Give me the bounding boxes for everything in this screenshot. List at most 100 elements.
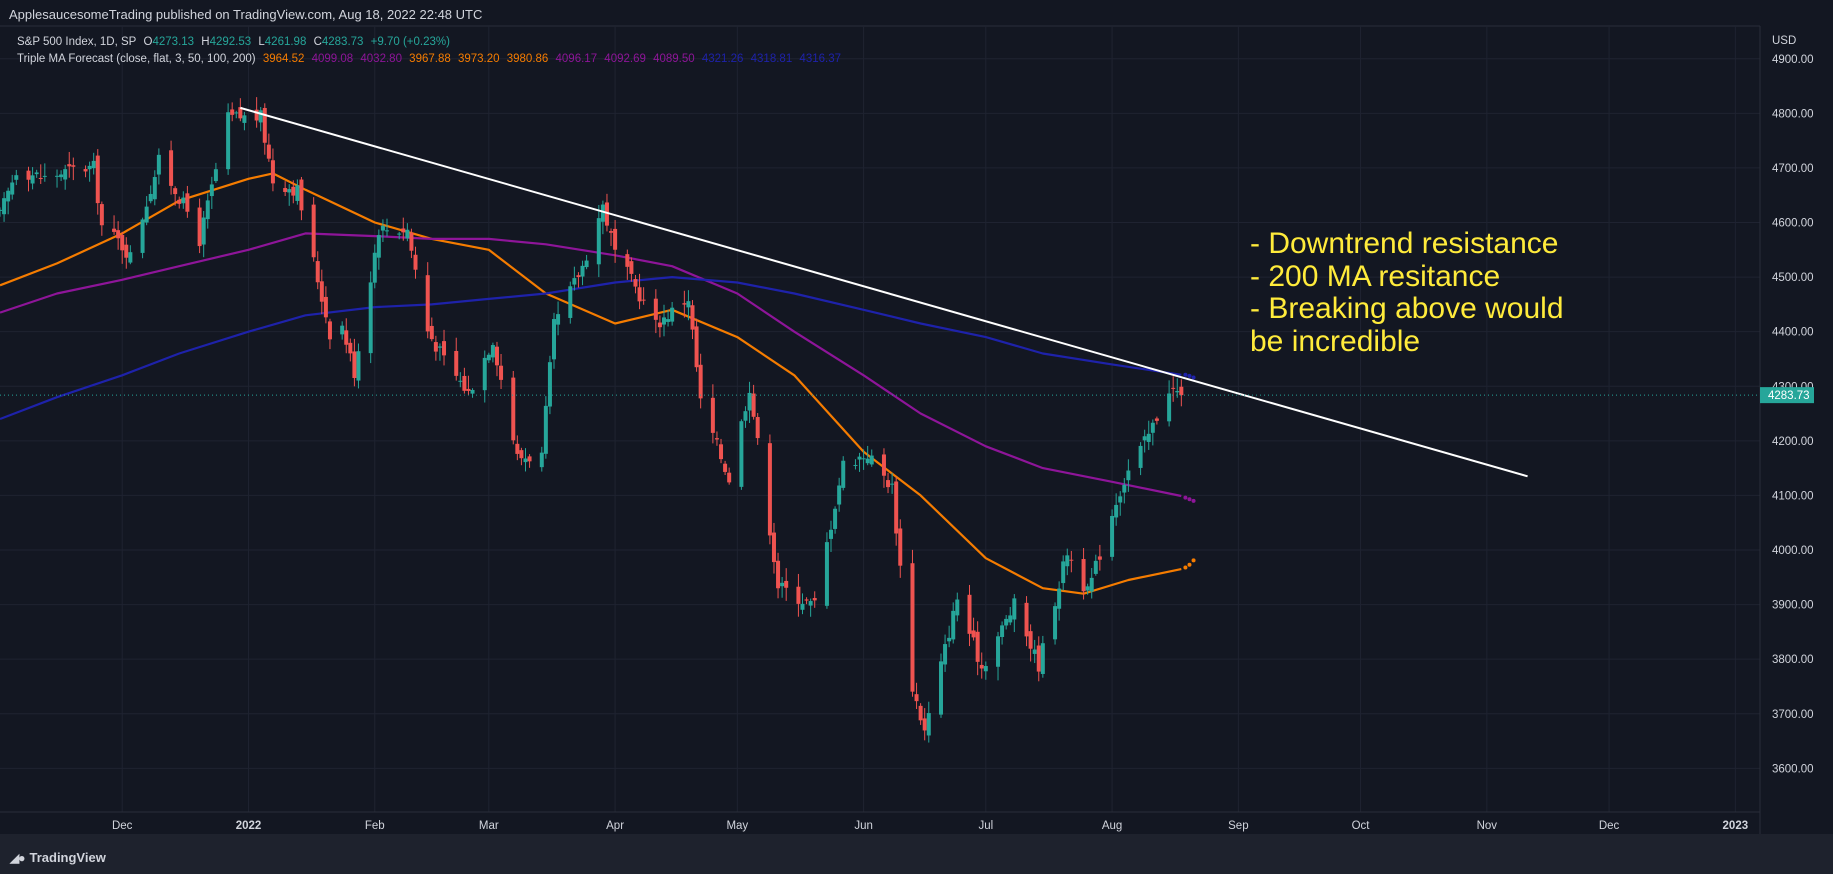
candle-body (368, 282, 373, 354)
candle-body (466, 388, 471, 391)
candle-body (1093, 560, 1098, 574)
candle-body (641, 299, 646, 301)
candle-body (372, 252, 377, 283)
candle-body (1171, 387, 1176, 389)
candle-body (270, 160, 275, 184)
candle-body (458, 380, 463, 382)
indicator-value: 3964.52 (262, 53, 305, 65)
trendline[interactable] (240, 106, 1528, 478)
candle-body (894, 481, 899, 534)
annotation-text[interactable]: - Downtrend resistance - 200 MA resitanc… (1250, 227, 1564, 358)
candle-body (515, 443, 520, 454)
indicator-value: 3973.20 (457, 53, 500, 65)
forecast-dot (1191, 375, 1196, 380)
last-price-label: 4283.73 (1768, 390, 1810, 402)
candle-body (1118, 496, 1123, 503)
candle-body (299, 179, 304, 211)
candle-body (800, 603, 805, 610)
candle-body (596, 218, 601, 265)
candle-body (144, 206, 149, 223)
candle-body (747, 392, 752, 411)
candle-body (796, 586, 801, 604)
candle-body (262, 107, 267, 143)
candle-body (140, 219, 145, 253)
candle-body (670, 307, 675, 322)
y-tick-label: 4100.00 (1772, 490, 1814, 502)
candle-body (242, 115, 247, 123)
candle-body (886, 480, 891, 488)
candle-body (397, 233, 402, 235)
candle-body (30, 175, 35, 184)
candle-body (552, 319, 557, 360)
candle-body (405, 229, 410, 239)
candle-body (319, 281, 324, 302)
candle-body (714, 438, 719, 440)
tradingview-logo[interactable]: ◢● TradingView (10, 850, 106, 865)
x-tick-label: 2023 (1723, 820, 1749, 832)
currency-label: USD (1772, 35, 1796, 47)
candle-body (291, 186, 296, 196)
ohlc-high: H4292.53 (201, 36, 252, 48)
candle-body (723, 463, 728, 472)
ma-line (0, 172, 1182, 595)
candle-body (169, 150, 174, 186)
candle-body (1065, 555, 1070, 567)
candle-body (861, 458, 866, 460)
candle-body (234, 112, 239, 114)
candle-body (637, 287, 642, 302)
candle-body (914, 694, 919, 702)
indicator-value: 3967.88 (409, 53, 451, 65)
ohlc-low: L4261.98 (258, 36, 307, 48)
candle-body (482, 357, 487, 391)
candle-body (437, 346, 442, 348)
indicator-value: 4316.37 (799, 53, 841, 65)
x-tick-label: Feb (365, 820, 385, 832)
candle-body (1110, 515, 1115, 557)
candle-body (327, 321, 332, 340)
candle-body (1175, 391, 1180, 393)
candle-body (1097, 556, 1102, 560)
candle-body (34, 172, 39, 175)
candle-body (409, 232, 414, 251)
brand-name: TradingView (29, 850, 106, 865)
candle-body (494, 346, 499, 366)
candle-body (694, 326, 699, 368)
candle-body (181, 197, 186, 204)
candle-body (584, 260, 589, 268)
candle-body (690, 305, 695, 330)
candle-body (356, 351, 361, 381)
candle-body (979, 664, 984, 669)
candle-body (433, 342, 438, 352)
price-axis[interactable]: 3600.00 3700.00 3800.00 3900.00 4000.00 4100.… (1759, 0, 1833, 834)
candle-body (10, 182, 15, 195)
candle-body (1085, 586, 1090, 591)
candle-body (543, 405, 548, 454)
y-tick-label: 3800.00 (1772, 654, 1814, 666)
candle-body (185, 193, 190, 212)
indicator-legend-row[interactable]: Triple MA Forecast (close, flat, 3, 50, … (17, 51, 845, 68)
candle-body (226, 112, 231, 170)
y-tick-label: 4900.00 (1772, 54, 1814, 66)
candle-body (486, 354, 491, 361)
candle-body (1150, 422, 1155, 433)
candle-body (666, 319, 671, 322)
forecast-dot (1191, 558, 1196, 563)
candle-body (14, 175, 19, 180)
time-axis[interactable]: Dec 2022 Feb Mar Apr May Jun Jul Aug Sep Oct Nov Dec… (0, 811, 1760, 832)
candle-body (829, 529, 834, 539)
symbol-legend-row[interactable]: S&P 500 Index, 1D, SP O4273.13 H4292.53 … (17, 34, 845, 51)
candle-body (853, 464, 858, 466)
candle-body (1089, 577, 1094, 592)
candle-body (1167, 393, 1172, 422)
candle-body (340, 325, 345, 335)
candle-body (881, 454, 886, 476)
candle-body (938, 661, 943, 715)
candle-body (776, 560, 781, 589)
candle-body (401, 228, 406, 233)
x-tick-label: 2022 (236, 820, 262, 832)
trendline-layer[interactable] (240, 106, 1528, 478)
indicator-value: 4099.08 (311, 53, 354, 65)
x-tick-label: Mar (479, 820, 499, 832)
